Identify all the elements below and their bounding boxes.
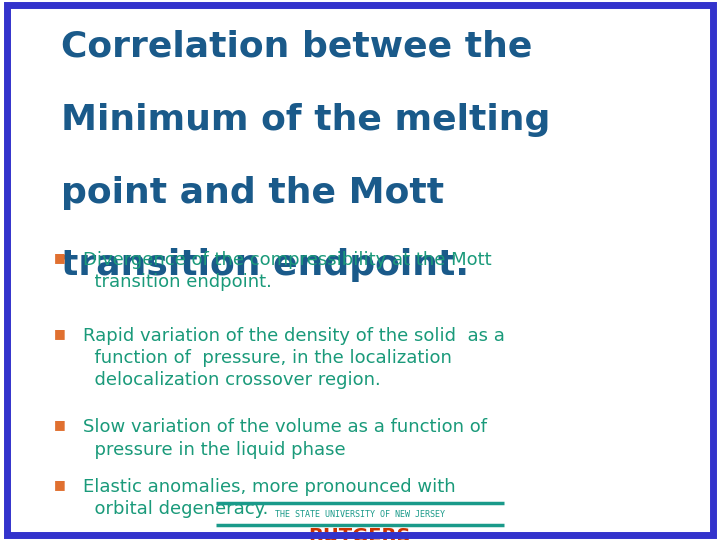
- Text: Minimum of the melting: Minimum of the melting: [61, 103, 551, 137]
- Text: point and the Mott: point and the Mott: [61, 176, 444, 210]
- Text: ■: ■: [54, 251, 66, 264]
- Text: Elastic anomalies, more pronounced with
  orbital degeneracy.: Elastic anomalies, more pronounced with …: [83, 478, 456, 518]
- Text: THE STATE UNIVERSITY OF NEW JERSEY: THE STATE UNIVERSITY OF NEW JERSEY: [275, 510, 445, 518]
- Text: Correlation betwee the: Correlation betwee the: [61, 30, 533, 64]
- Text: Divergence of the compressibility at the Mott
  transition endpoint.: Divergence of the compressibility at the…: [83, 251, 492, 291]
- Text: ■: ■: [54, 478, 66, 491]
- Text: Rapid variation of the density of the solid  as a
  function of  pressure, in th: Rapid variation of the density of the so…: [83, 327, 505, 389]
- Text: ■: ■: [54, 418, 66, 431]
- Text: ■: ■: [54, 327, 66, 340]
- Text: Slow variation of the volume as a function of
  pressure in the liquid phase: Slow variation of the volume as a functi…: [83, 418, 487, 458]
- Text: transition endpoint.: transition endpoint.: [61, 248, 469, 282]
- Text: RUTGERS: RUTGERS: [309, 527, 411, 540]
